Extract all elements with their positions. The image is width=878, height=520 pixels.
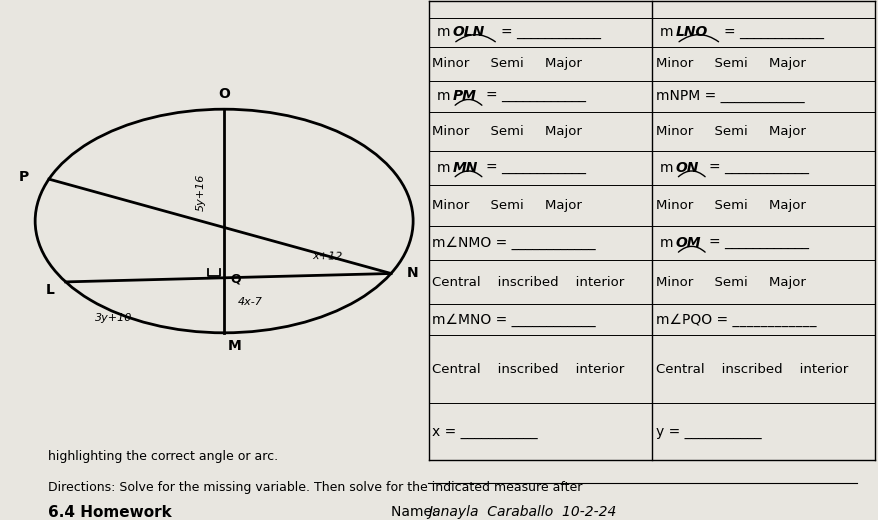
Text: m: m [659, 25, 673, 40]
Text: MN: MN [452, 161, 478, 175]
Text: Central    inscribed    interior: Central inscribed interior [432, 276, 624, 289]
Text: m∠PQO = ____________: m∠PQO = ____________ [655, 313, 816, 327]
Text: = ____________: = ____________ [500, 25, 601, 40]
Text: = ____________: = ____________ [723, 25, 824, 40]
Text: 4x-7: 4x-7 [237, 297, 263, 307]
Text: Central    inscribed    interior: Central inscribed interior [432, 363, 624, 375]
Text: Minor     Semi     Major: Minor Semi Major [432, 57, 582, 70]
Text: x+12: x+12 [312, 251, 342, 262]
Text: M: M [227, 339, 241, 353]
Text: = ____________: = ____________ [709, 161, 809, 175]
Text: 6.4 Homework: 6.4 Homework [48, 505, 172, 520]
Text: O: O [218, 87, 230, 100]
Text: m: m [436, 161, 450, 175]
Text: highlighting the correct angle or arc.: highlighting the correct angle or arc. [48, 450, 278, 463]
Text: P: P [19, 170, 29, 184]
Text: Minor     Semi     Major: Minor Semi Major [655, 199, 805, 212]
Text: Janayla  Caraballo  10-2-24: Janayla Caraballo 10-2-24 [428, 505, 615, 519]
Text: = ____________: = ____________ [709, 236, 809, 250]
Text: m∠NMO = ____________: m∠NMO = ____________ [432, 236, 595, 250]
Text: m: m [436, 89, 450, 103]
Text: = ____________: = ____________ [486, 161, 586, 175]
Text: LNO: LNO [675, 25, 708, 40]
Text: 5y+16: 5y+16 [196, 174, 205, 212]
Text: x = ___________: x = ___________ [432, 425, 537, 438]
Text: m: m [659, 236, 673, 250]
Text: Q: Q [230, 272, 241, 285]
Text: m∠MNO = ____________: m∠MNO = ____________ [432, 313, 595, 327]
Text: y = ___________: y = ___________ [655, 425, 760, 438]
Text: Minor     Semi     Major: Minor Semi Major [432, 199, 582, 212]
Text: Minor     Semi     Major: Minor Semi Major [432, 125, 582, 138]
Text: Name:: Name: [391, 505, 441, 519]
Text: m: m [659, 161, 673, 175]
Text: N: N [407, 266, 418, 280]
Text: PM: PM [452, 89, 476, 103]
Text: OM: OM [675, 236, 701, 250]
Text: Directions: Solve for the missing variable. Then solve for the indicated measure: Directions: Solve for the missing variab… [48, 481, 582, 494]
Text: L: L [46, 283, 54, 297]
Text: mNPM = ____________: mNPM = ____________ [655, 89, 803, 103]
Text: OLN: OLN [452, 25, 485, 40]
Text: 3y+10: 3y+10 [96, 313, 133, 323]
Text: ON: ON [675, 161, 699, 175]
Text: Central    inscribed    interior: Central inscribed interior [655, 363, 847, 375]
Text: = ____________: = ____________ [486, 89, 586, 103]
Text: Minor     Semi     Major: Minor Semi Major [655, 276, 805, 289]
Text: m: m [436, 25, 450, 40]
Text: Minor     Semi     Major: Minor Semi Major [655, 125, 805, 138]
Text: Minor     Semi     Major: Minor Semi Major [655, 57, 805, 70]
